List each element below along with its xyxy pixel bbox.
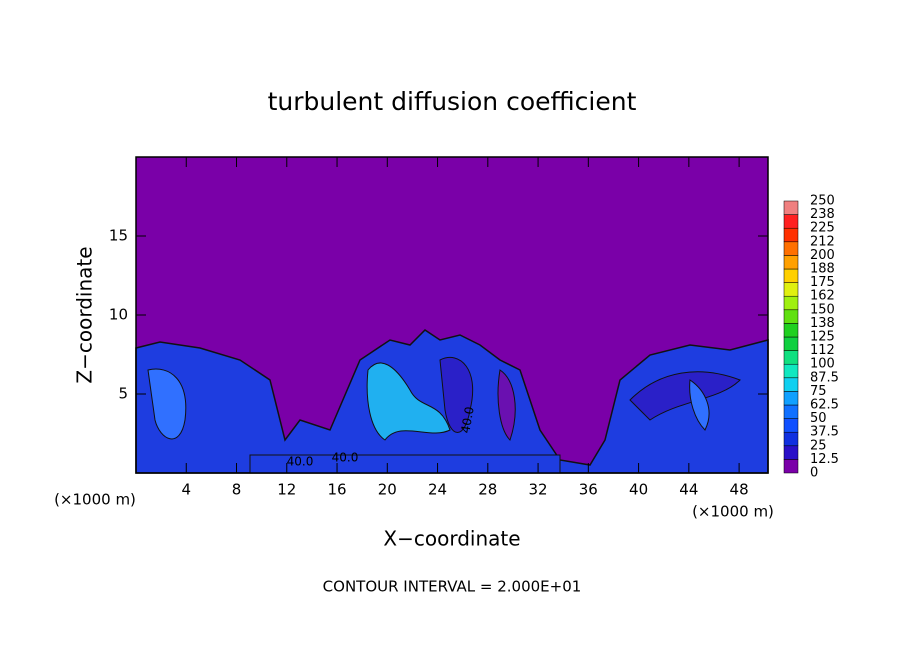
colorbar-cell: [783, 431, 799, 447]
colorbar-cell: [783, 336, 799, 351]
colorbar-cell: [783, 309, 799, 324]
colorbar-label: 162: [810, 289, 835, 304]
chart-title: turbulent diffusion coefficient: [268, 87, 637, 116]
x-tick-label: 4: [181, 481, 191, 499]
contour-label: 40.0: [332, 451, 359, 465]
colorbar-cell: [783, 200, 799, 215]
field-region: [629, 371, 741, 421]
colorbar-label: 0: [810, 466, 818, 481]
y-axis-label: Z−coordinate: [73, 246, 97, 383]
colorbar-cell: [783, 404, 799, 419]
colorbar-label: 62.5: [810, 398, 839, 413]
footer: CONTOUR INTERVAL = 2.000E+01: [323, 578, 582, 596]
y-tick-label: 15: [109, 227, 128, 245]
colorbar-cell: [783, 391, 799, 406]
x-tick-label: 12: [277, 481, 296, 499]
colorbar-cell: [783, 282, 799, 297]
colorbar-label: 250: [810, 194, 835, 209]
colorbar-cell: [783, 241, 799, 256]
colorbar-cell: [783, 227, 799, 243]
x-unit: (×1000 m): [692, 503, 774, 521]
colorbar-label: 50: [810, 411, 827, 426]
x-tick-label: 48: [730, 481, 749, 499]
colorbar-label: 37.5: [810, 425, 839, 440]
x-tick-label: 40: [629, 481, 648, 499]
colorbar-label: 225: [810, 221, 835, 236]
contour-label: 40.0: [287, 455, 314, 469]
x-tick-label: 16: [327, 481, 346, 499]
field: [135, 157, 769, 474]
colorbar-cell: [783, 295, 799, 311]
colorbar-label: 12.5: [810, 452, 839, 467]
field-region: [497, 369, 516, 441]
colorbar-label: 188: [810, 262, 835, 277]
colorbar-label: 175: [810, 275, 835, 290]
field-region: [147, 368, 187, 440]
colorbar-label: 125: [810, 330, 835, 345]
colorbar-label: 138: [810, 316, 835, 331]
colorbar-label: 75: [810, 384, 827, 399]
x-axis-label: X−coordinate: [383, 527, 520, 551]
x-tick-label: 32: [529, 481, 548, 499]
colorbar-cell: [783, 445, 799, 460]
x-tick-label: 20: [378, 481, 397, 499]
colorbar-cell: [783, 363, 799, 379]
colorbar-label: 238: [810, 207, 835, 222]
colorbar-cell: [783, 459, 799, 474]
colorbar-label: 212: [810, 234, 835, 249]
colorbar-label: 100: [810, 357, 835, 372]
colorbar-cell: [783, 323, 799, 338]
colorbar-label: 25: [810, 438, 827, 453]
contour-label: 40.0: [458, 406, 476, 435]
colorbar-cell: [783, 350, 799, 365]
x-tick-label: 28: [478, 481, 497, 499]
colorbar-label: 87.5: [810, 370, 839, 385]
field-region: [366, 362, 451, 441]
colorbar-cell: [783, 418, 799, 433]
x-tick-label: 44: [679, 481, 698, 499]
colorbar-cell: [783, 268, 799, 283]
x-tick-label: 36: [579, 481, 598, 499]
field-region: [689, 379, 710, 431]
colorbar-cell: [783, 214, 799, 229]
y-tick-label: 5: [118, 385, 128, 403]
x-tick-label: 8: [232, 481, 242, 499]
y-tick-label: 10: [109, 306, 128, 324]
colorbar-label: 112: [810, 343, 835, 358]
colorbar-cell: [783, 377, 799, 392]
x-unit: (×1000 m): [54, 491, 136, 509]
field-region: [439, 357, 474, 433]
colorbar-label: 150: [810, 302, 835, 317]
x-tick-label: 24: [428, 481, 447, 499]
colorbar-label: 200: [810, 248, 835, 263]
colorbar-cell: [783, 255, 799, 270]
